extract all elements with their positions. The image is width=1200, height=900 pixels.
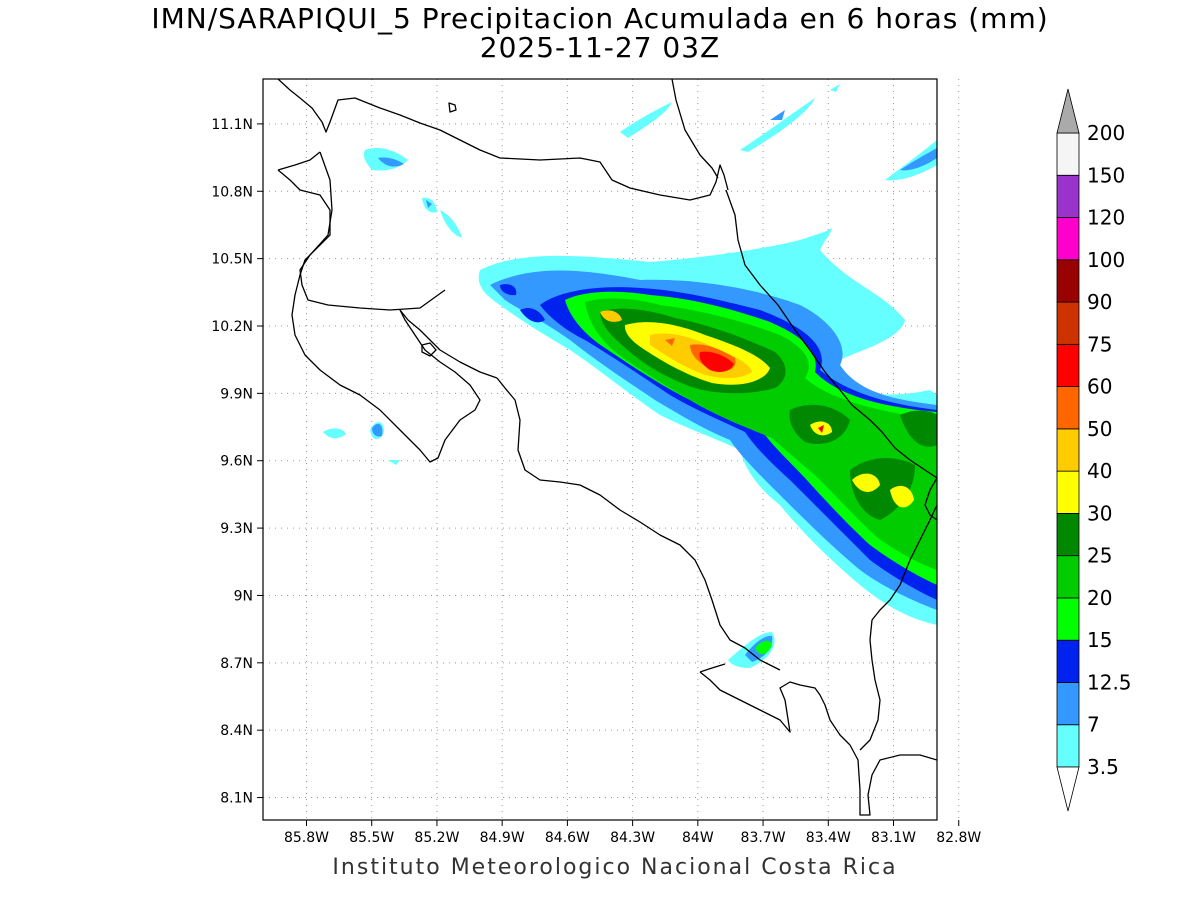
- lon-tick-label: 85.8W: [284, 830, 329, 846]
- colorbar-label: 100: [1087, 248, 1125, 272]
- colorbar-swatch: [1056, 639, 1080, 683]
- colorbar-swatch: [1056, 259, 1080, 303]
- latitude-ticks: 11.1N 10.8N 10.5N 10.2N 9.9N 9.6N 9.3N 9N 8.7N 8.…: [211, 117, 263, 807]
- map-date: 2025-11-27 03Z: [479, 31, 721, 64]
- colorbar-label: 15: [1087, 628, 1112, 652]
- colorbar-swatch: [1056, 555, 1080, 599]
- colorbar-max-arrow: [1056, 88, 1080, 134]
- colorbar-label: 7: [1087, 713, 1100, 737]
- precipitation-field: [323, 84, 937, 668]
- lon-tick-label: 83.4W: [806, 830, 851, 846]
- colorbar-min-arrow: [1056, 766, 1080, 812]
- colorbar-label: 30: [1087, 501, 1112, 525]
- lon-tick-label: 84.6W: [545, 830, 590, 846]
- colorbar-swatch: [1056, 470, 1080, 514]
- lon-tick-label: 84.3W: [610, 830, 655, 846]
- colorbar-swatch: [1056, 174, 1080, 218]
- longitude-ticks: 85.8W 85.5W 85.2W 84.9W 84.6W 84.3W 84W 83.7W 83…: [284, 820, 981, 846]
- map-title: IMN/SARAPIQUI_5 Precipitacion Acumulada …: [151, 2, 1049, 35]
- lat-tick-label: 11.1N: [211, 117, 253, 133]
- colorbar-label: 12.5: [1087, 670, 1132, 694]
- lon-tick-label: 83.7W: [741, 830, 786, 846]
- colorbar-swatch: [1056, 724, 1080, 768]
- lon-tick-label: 84.9W: [480, 830, 525, 846]
- colorbar-label: 200: [1087, 121, 1125, 145]
- lat-tick-label: 8.7N: [220, 656, 253, 672]
- colorbar-label: 120: [1087, 206, 1125, 230]
- lat-tick-label: 10.8N: [211, 184, 253, 200]
- colorbar-swatch: [1056, 301, 1080, 345]
- colorbar-label: 150: [1087, 163, 1125, 187]
- colorbar-swatch: [1056, 217, 1080, 261]
- colorbar-label: 25: [1087, 544, 1112, 568]
- colorbar-label: 75: [1087, 332, 1112, 356]
- colorbar-swatch: [1056, 132, 1080, 176]
- colorbar-swatch: [1056, 513, 1080, 557]
- colorbar-swatch: [1056, 682, 1080, 726]
- footer-credit: Instituto Meteorologico Nacional Costa R…: [332, 855, 898, 880]
- colorbar-label: 60: [1087, 375, 1112, 399]
- lon-tick-label: 82.8W: [936, 830, 981, 846]
- lat-tick-label: 9.6N: [220, 454, 253, 470]
- colorbar-label: 20: [1087, 586, 1112, 610]
- lat-tick-label: 9.9N: [220, 386, 253, 402]
- lon-tick-label: 83.1W: [871, 830, 916, 846]
- colorbar: 3.5 7 12.5 15 20 25 30 40 50 60 75 90 100 120 150 200: [1056, 88, 1132, 812]
- colorbar-label: 50: [1087, 417, 1112, 441]
- lat-tick-label: 10.2N: [211, 319, 253, 335]
- lat-tick-label: 8.4N: [220, 723, 253, 739]
- colorbar-swatch: [1056, 428, 1080, 472]
- colorbar-swatch: [1056, 597, 1080, 641]
- lon-tick-label: 85.2W: [414, 830, 459, 846]
- colorbar-label: 90: [1087, 290, 1112, 314]
- lat-tick-label: 9N: [234, 588, 253, 604]
- colorbar-swatch: [1056, 343, 1080, 388]
- lat-tick-label: 8.1N: [220, 791, 253, 807]
- lon-tick-label: 84W: [682, 830, 714, 846]
- colorbar-label: 3.5: [1087, 755, 1119, 779]
- lat-tick-label: 10.5N: [211, 252, 253, 268]
- colorbar-swatch: [1056, 386, 1080, 430]
- colorbar-label: 40: [1087, 459, 1112, 483]
- lat-tick-label: 9.3N: [220, 521, 253, 537]
- coastline: [277, 79, 937, 816]
- lon-tick-label: 85.5W: [349, 830, 394, 846]
- map-frame: [262, 78, 938, 821]
